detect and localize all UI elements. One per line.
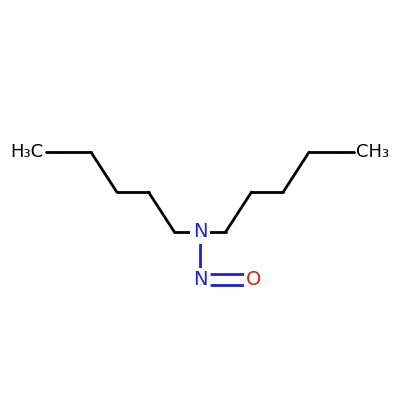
Text: N: N [193,222,207,241]
Text: CH₃: CH₃ [356,143,390,161]
FancyBboxPatch shape [190,268,210,291]
Text: N: N [193,270,207,289]
FancyBboxPatch shape [190,220,210,244]
FancyBboxPatch shape [244,268,263,291]
Text: H₃C: H₃C [10,143,44,161]
Text: O: O [246,270,261,289]
